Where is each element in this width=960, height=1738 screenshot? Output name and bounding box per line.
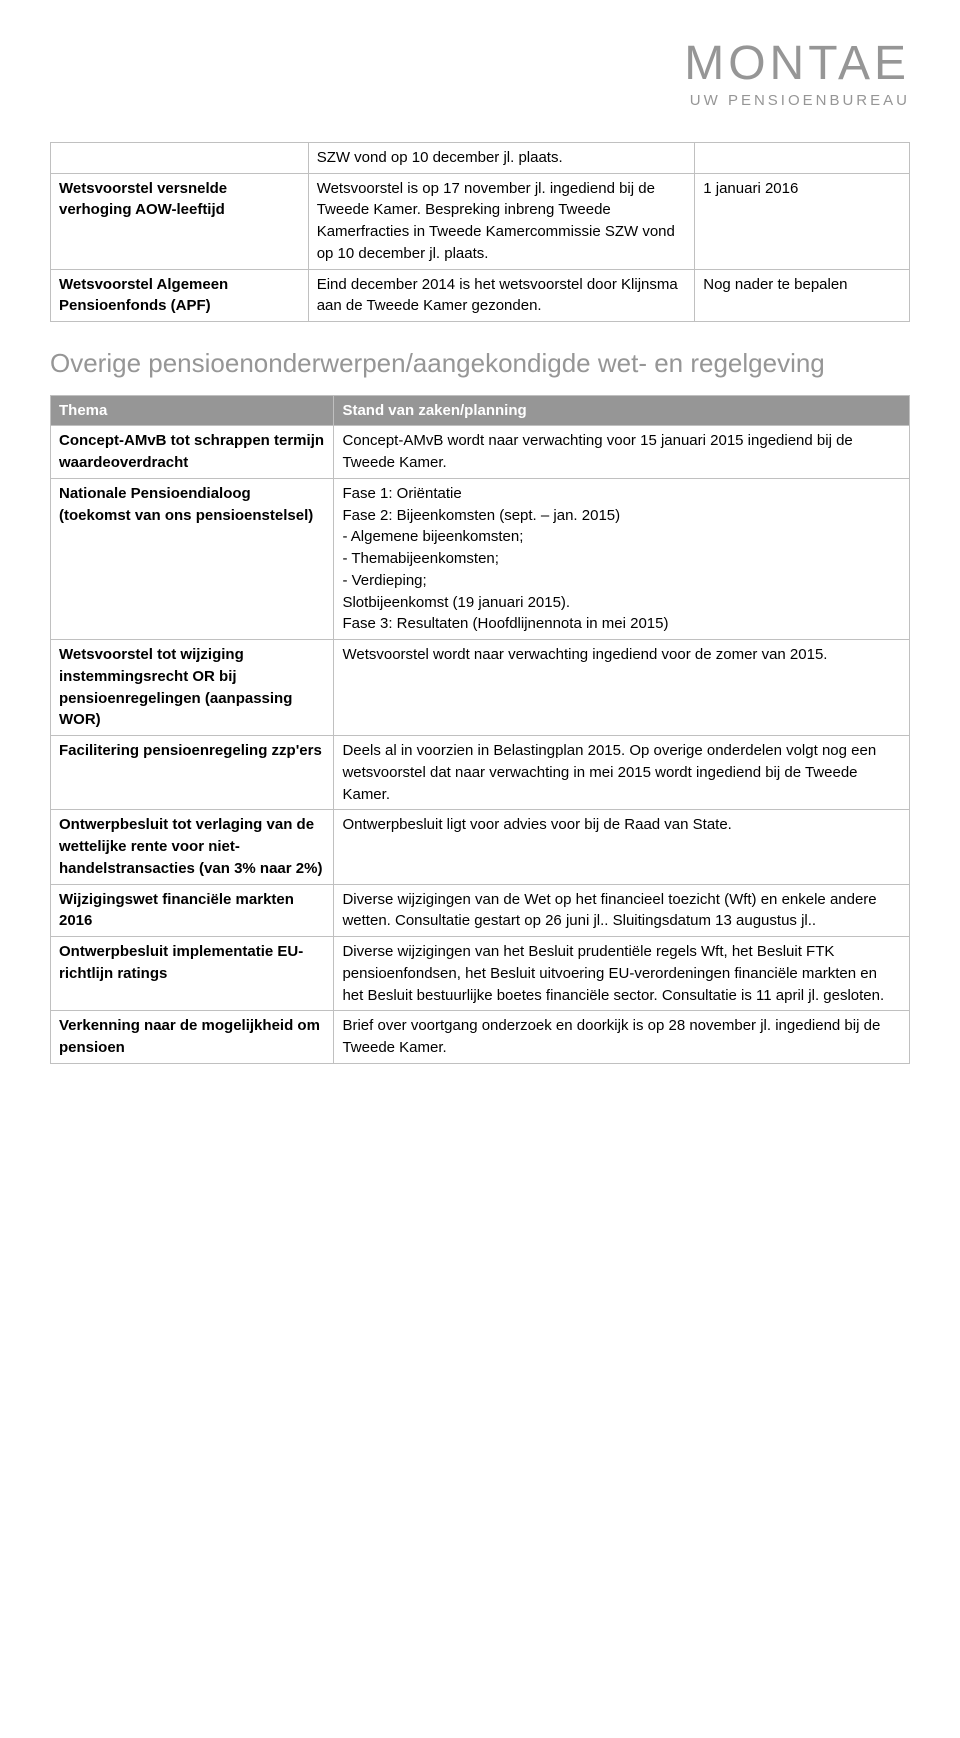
table-2: Thema Stand van zaken/planning Concept-A… [50, 395, 910, 1064]
cell-thema: Wetsvoorstel Algemeen Pensioenfonds (APF… [51, 269, 309, 322]
section-title: Overige pensioenonderwerpen/aangekondigd… [50, 347, 910, 380]
cell-thema: Ontwerpbesluit tot verlaging van de wett… [51, 810, 334, 884]
cell-stand: Brief over voortgang onderzoek en doorki… [334, 1011, 910, 1064]
table-row: Ontwerpbesluit tot verlaging van de wett… [51, 810, 910, 884]
table-row: Wetsvoorstel tot wijziging instemmingsre… [51, 640, 910, 736]
cell-stand: Wetsvoorstel is op 17 november jl. inged… [308, 173, 695, 269]
cell-stand: Eind december 2014 is het wetsvoorstel d… [308, 269, 695, 322]
cell-thema: Wetsvoorstel tot wijziging instemmingsre… [51, 640, 334, 736]
cell-stand: Diverse wijzigingen van het Besluit prud… [334, 937, 910, 1011]
logo-main: MONTAE [50, 40, 910, 88]
table-row: Concept-AMvB tot schrappen termijn waard… [51, 426, 910, 479]
cell-stand: Fase 1: Oriëntatie Fase 2: Bijeenkomsten… [334, 478, 910, 639]
table-row: Nationale Pensioendialoog (toekomst van … [51, 478, 910, 639]
cell-thema: Wijzigingswet financiële markten 2016 [51, 884, 334, 937]
table-header-row: Thema Stand van zaken/planning [51, 395, 910, 426]
table-row: Wetsvoorstel Algemeen Pensioenfonds (APF… [51, 269, 910, 322]
header-stand: Stand van zaken/planning [334, 395, 910, 426]
cell-thema [51, 142, 309, 173]
cell-thema: Ontwerpbesluit implementatie EU-richtlij… [51, 937, 334, 1011]
cell-stand: Diverse wijzigingen van de Wet op het fi… [334, 884, 910, 937]
table-row: Facilitering pensioenregeling zzp'ersDee… [51, 736, 910, 810]
cell-date [695, 142, 910, 173]
cell-thema: Concept-AMvB tot schrappen termijn waard… [51, 426, 334, 479]
table-1: SZW vond op 10 december jl. plaats.Wetsv… [50, 142, 910, 322]
cell-thema: Nationale Pensioendialoog (toekomst van … [51, 478, 334, 639]
table-row: SZW vond op 10 december jl. plaats. [51, 142, 910, 173]
table-row: Wijzigingswet financiële markten 2016Div… [51, 884, 910, 937]
cell-thema: Verkenning naar de mogelijkheid om pensi… [51, 1011, 334, 1064]
table-row: Verkenning naar de mogelijkheid om pensi… [51, 1011, 910, 1064]
table-row: Wetsvoorstel versnelde verhoging AOW-lee… [51, 173, 910, 269]
cell-date: 1 januari 2016 [695, 173, 910, 269]
cell-thema: Wetsvoorstel versnelde verhoging AOW-lee… [51, 173, 309, 269]
cell-date: Nog nader te bepalen [695, 269, 910, 322]
table-row: Ontwerpbesluit implementatie EU-richtlij… [51, 937, 910, 1011]
cell-stand: Wetsvoorstel wordt naar verwachting inge… [334, 640, 910, 736]
logo-sub: UW PENSIOENBUREAU [50, 90, 910, 112]
cell-thema: Facilitering pensioenregeling zzp'ers [51, 736, 334, 810]
cell-stand: Ontwerpbesluit ligt voor advies voor bij… [334, 810, 910, 884]
cell-stand: Deels al in voorzien in Belastingplan 20… [334, 736, 910, 810]
header-thema: Thema [51, 395, 334, 426]
cell-stand: SZW vond op 10 december jl. plaats. [308, 142, 695, 173]
logo-block: MONTAE UW PENSIOENBUREAU [50, 40, 910, 112]
cell-stand: Concept-AMvB wordt naar verwachting voor… [334, 426, 910, 479]
